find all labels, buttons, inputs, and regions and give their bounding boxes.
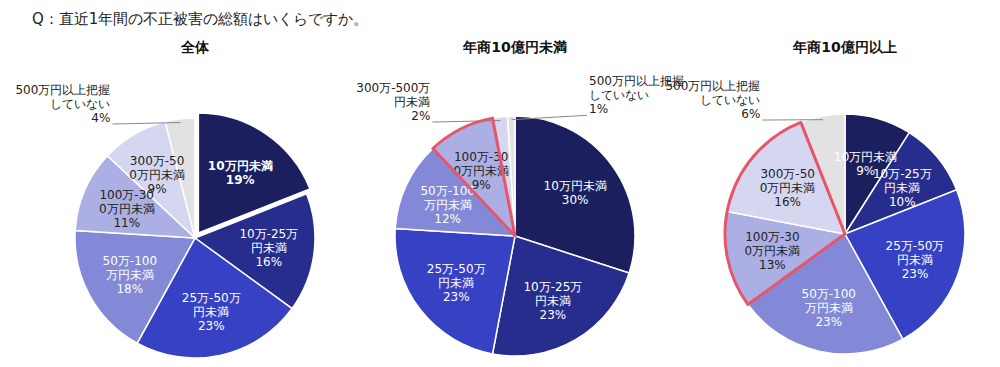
leader-line <box>432 121 500 123</box>
question-title: Q：直近1年間の不正被害の総額はいくらですか。 <box>32 10 368 28</box>
leader-line <box>511 115 587 119</box>
pie-chart: 年商10億円未満10万円未満30%10万-25万円未満23%25万-50万円未満… <box>356 39 684 356</box>
slice-category-label: 10万-25万円未満 <box>873 167 932 195</box>
slice-category-label: 10万円未満 <box>208 159 273 173</box>
slice-value-label: 9% <box>472 178 491 192</box>
slice-category-label: 10万円未満 <box>544 179 607 193</box>
pie-slice <box>395 228 515 353</box>
slice-category-label: 25万-50万円未満 <box>182 291 241 319</box>
chart-title: 年商10億円未満 <box>462 39 566 55</box>
chart-title: 全体 <box>180 39 210 55</box>
slice-category-label: 500万円以上把握していない <box>665 79 760 107</box>
slice-category-label: 50万-100万円未満 <box>103 254 158 282</box>
slices <box>75 113 315 358</box>
highlight-outline <box>433 118 515 236</box>
slice-category-label: 10万-25万円未満 <box>523 280 582 308</box>
leader-line <box>112 123 180 125</box>
slice-category-label: 300万-500万円未満 <box>129 154 185 182</box>
slices <box>395 116 635 356</box>
slice-value-label: 4% <box>91 111 110 125</box>
chart-title: 年商10億円以上 <box>792 39 896 55</box>
slice-value-label: 19% <box>226 173 255 187</box>
slice-value-label: 23% <box>902 267 929 281</box>
slice-value-label: 9% <box>148 182 167 196</box>
slice-value-label: 12% <box>434 212 461 226</box>
pie-chart: 年商10億円以上10万円未満9%10万-25万円未満10%25万-50万円未満2… <box>665 39 965 354</box>
pie-slice <box>493 236 630 356</box>
pie-slice <box>75 230 195 343</box>
slice-value-label: 11% <box>113 216 140 230</box>
slices <box>725 114 965 354</box>
slice-value-label: 23% <box>198 319 225 333</box>
slice-value-label: 10% <box>889 195 916 209</box>
slice-value-label: 2% <box>411 109 430 123</box>
slice-value-label: 23% <box>540 308 567 322</box>
slice-category-label: 50万-100万円未満 <box>420 184 475 212</box>
slice-value-label: 16% <box>255 255 282 269</box>
slice-value-label: 16% <box>774 195 801 209</box>
slice-category-label: 10万-25万円未満 <box>239 227 298 255</box>
labels: 10万円未満9%10万-25万円未満10%25万-50万円未満23%50万-10… <box>665 79 944 329</box>
slice-value-label: 30% <box>562 193 589 207</box>
background <box>0 0 1000 367</box>
slice-value-label: 13% <box>759 258 786 272</box>
slice-category-label: 25万-50万円未満 <box>886 239 945 267</box>
labels: 10万円未満30%10万-25万円未満23%25万-50万円未満23%50万-1… <box>356 74 684 322</box>
slice-value-label: 6% <box>741 107 760 121</box>
slice-category-label: 100万-300万円未満 <box>99 188 155 216</box>
slice-value-label: 23% <box>443 290 470 304</box>
slice-value-label: 18% <box>116 282 143 296</box>
slice-category-label: 500万円以上把握していない <box>15 83 110 111</box>
chart-root: Q：直近1年間の不正被害の総額はいくらですか。全体10万円未満19%10万-25… <box>0 0 1000 367</box>
slice-category-label: 50万-100万円未満 <box>802 287 857 315</box>
slice-value-label: 23% <box>815 315 842 329</box>
slice-category-label: 300万-500万円未満 <box>760 167 816 195</box>
highlight-outline <box>725 122 845 304</box>
leader-line <box>762 119 823 120</box>
slice-category-label: 100万-300万円未満 <box>745 230 801 258</box>
pie-chart: 全体 10万円未満19% 10万-25万円未満16% 25万-50万円未満23% 50万… <box>15 39 315 358</box>
slice-category-label: 10万円未満 <box>834 150 897 164</box>
slice-category-label: 25万-50万円未満 <box>427 262 486 290</box>
labels: 10万円未満19% 10万-25万円未満16% 25万-50万円未満23% 50万-1… <box>15 83 298 333</box>
slice-category-label: 300万-500万円未満 <box>356 81 430 109</box>
slice-value-label: 1% <box>589 102 608 116</box>
